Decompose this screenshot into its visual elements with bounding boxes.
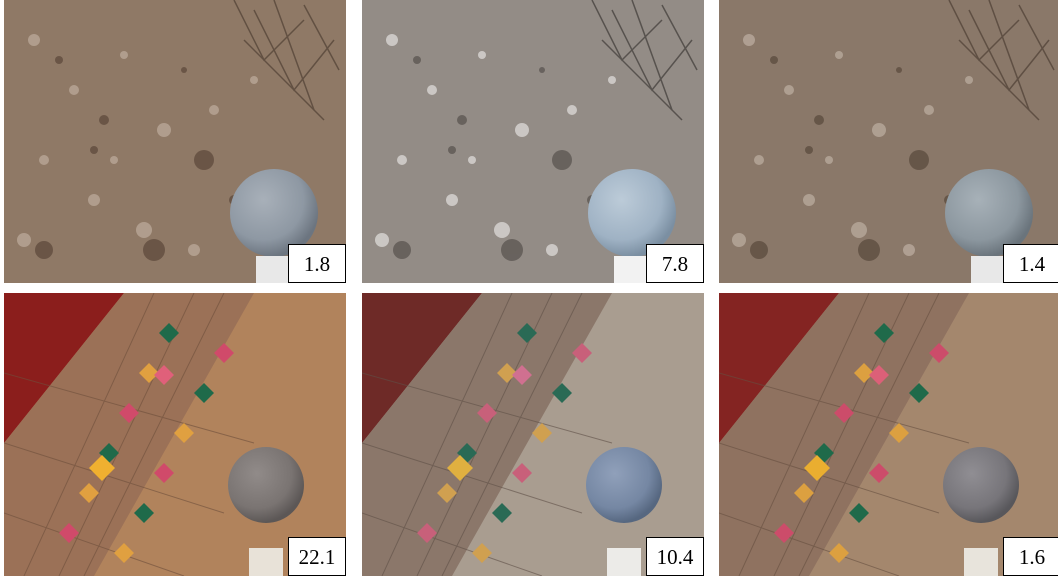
value-label: 1.4 [1003, 244, 1058, 283]
photo-panel-desert-2: 7.8 [362, 0, 704, 283]
photo-panel-desert-3: 1.4 [719, 0, 1058, 283]
desert-scene-image [719, 0, 1058, 283]
photo-panel-tiles-2: 10.4 [362, 293, 704, 576]
photo-panel-tiles-1: 22.1 [4, 293, 346, 576]
tile-floor-scene-image [719, 293, 1058, 576]
tile-floor-scene-image [362, 293, 704, 576]
value-label: 1.6 [1003, 537, 1058, 576]
photo-panel-tiles-3: 1.6 [719, 293, 1058, 576]
value-label: 22.1 [288, 537, 346, 576]
tile-floor-scene-image [4, 293, 346, 576]
value-label: 7.8 [646, 244, 704, 283]
desert-scene-image [4, 0, 346, 283]
desert-scene-image [362, 0, 704, 283]
value-label: 10.4 [646, 537, 704, 576]
value-label: 1.8 [288, 244, 346, 283]
photo-panel-desert-1: 1.8 [4, 0, 346, 283]
